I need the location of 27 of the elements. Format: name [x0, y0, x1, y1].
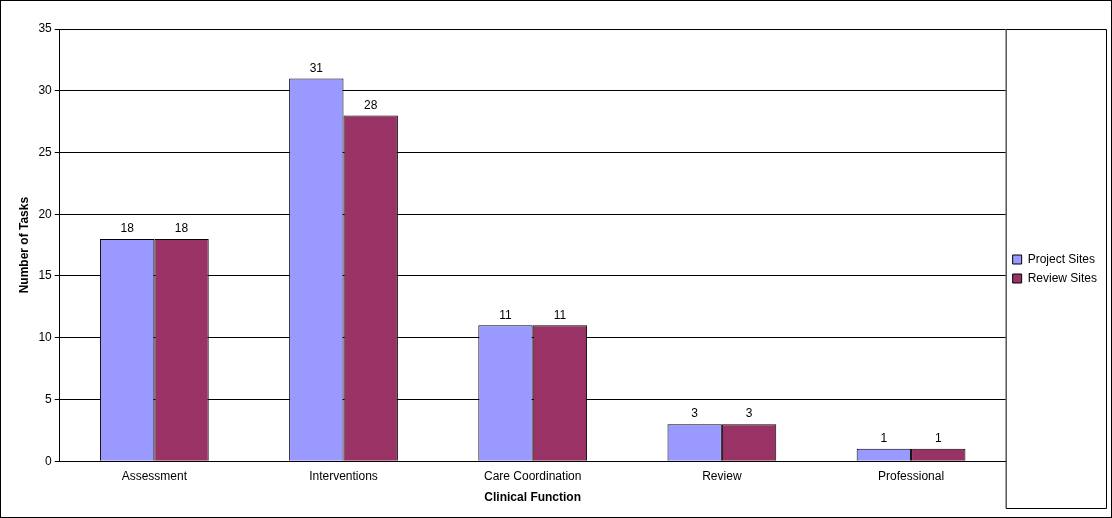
y-tick-label: 10 — [38, 330, 53, 345]
data-label: 31 — [309, 60, 324, 75]
y-tick-label: 30 — [38, 83, 53, 98]
data-label: 3 — [691, 406, 699, 421]
legend-label: Review Sites — [1027, 270, 1097, 285]
y-tick-label: 20 — [38, 206, 53, 221]
data-label: 3 — [745, 406, 753, 421]
y-tick-label: 25 — [38, 144, 53, 159]
x-tick-label: Professional — [878, 468, 945, 483]
data-label: 11 — [553, 307, 567, 322]
data-label: 11 — [499, 307, 513, 322]
x-tick-label: Review — [702, 468, 742, 483]
x-tick-label: Care Coordination — [484, 468, 582, 483]
y-tick-label: 5 — [45, 391, 53, 406]
y-tick-label: 0 — [45, 453, 53, 468]
y-axis-title: Number of Tasks — [16, 196, 31, 294]
y-tick-label: 35 — [38, 21, 53, 36]
data-label: 28 — [364, 97, 378, 112]
x-tick-label: Interventions — [309, 468, 378, 483]
x-tick-label: Assessment — [121, 468, 188, 483]
data-label: 1 — [934, 431, 942, 446]
x-axis-title: Clinical Function — [484, 490, 582, 505]
data-label: 18 — [120, 221, 135, 236]
legend-label: Project Sites — [1027, 251, 1095, 266]
y-tick-label: 15 — [38, 268, 53, 283]
data-label: 18 — [174, 221, 189, 236]
data-label: 1 — [880, 431, 888, 446]
